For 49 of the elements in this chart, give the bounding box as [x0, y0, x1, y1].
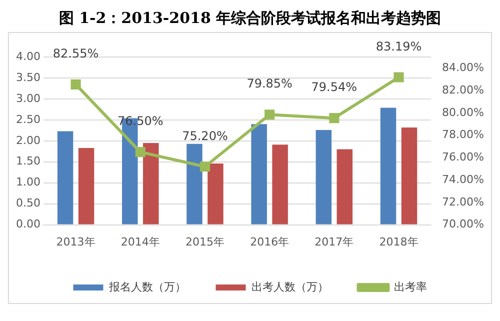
point — [264, 110, 275, 120]
legend-label: 出考率 — [394, 280, 427, 294]
y-tick-label: 0.00 — [16, 218, 40, 231]
y2-tick-label: 84.00% — [442, 61, 484, 74]
bar — [401, 127, 418, 224]
y2-tick-label: 74.00% — [442, 172, 484, 186]
point — [200, 162, 210, 172]
y2-tick-label: 70.00% — [442, 218, 484, 231]
bar — [316, 130, 332, 224]
y2-tick-label: 80.00% — [442, 106, 484, 119]
point — [329, 113, 340, 124]
x-tick-label: 2017年 — [314, 235, 354, 248]
y-tick-label: 1.50 — [16, 154, 40, 168]
y-tick-label: 3.50 — [16, 70, 40, 84]
bar — [251, 124, 267, 224]
y-tick-label: 0.50 — [16, 196, 40, 210]
data-label: 75.20% — [182, 128, 228, 143]
x-tick-label: 2015年 — [185, 235, 224, 248]
data-label: 79.54% — [311, 80, 358, 94]
bar — [272, 144, 288, 224]
data-label: 83.19% — [376, 39, 422, 54]
x-tick-label: 2018年 — [379, 235, 418, 248]
y2-tick-label: 76.00% — [442, 150, 484, 164]
data-label: 79.85% — [246, 76, 292, 91]
y-tick-label: 2.00 — [16, 134, 40, 147]
bar — [336, 149, 353, 224]
legend-label: 报名人数（万） — [108, 280, 186, 294]
y-tick-label: 3.00 — [16, 92, 40, 105]
bar — [186, 144, 202, 224]
x-tick-label: 2016年 — [250, 235, 290, 248]
x-tick-label: 2014年 — [120, 235, 160, 248]
bar — [143, 143, 159, 224]
x-tick-label: 2013年 — [56, 235, 96, 248]
y-tick-label: 1.00 — [16, 176, 40, 189]
bar — [380, 108, 396, 224]
y2-tick-label: 78.00% — [442, 128, 484, 142]
y2-tick-label: 72.00% — [442, 195, 484, 208]
y-tick-label: 2.50 — [16, 112, 40, 126]
bar — [208, 164, 224, 224]
legend-label: 出考人数（万） — [251, 280, 328, 294]
bar — [57, 131, 74, 224]
y-tick-label: 4.00 — [16, 50, 40, 63]
data-label: 82.55% — [52, 46, 99, 61]
chart-title: 图 1-2：2013-2018 年综合阶段考试报名和出考趋势图 — [58, 8, 442, 29]
point — [70, 79, 81, 90]
y2-tick-label: 82.00% — [442, 83, 484, 96]
point — [394, 72, 404, 82]
bar — [78, 148, 94, 224]
point — [135, 147, 146, 158]
